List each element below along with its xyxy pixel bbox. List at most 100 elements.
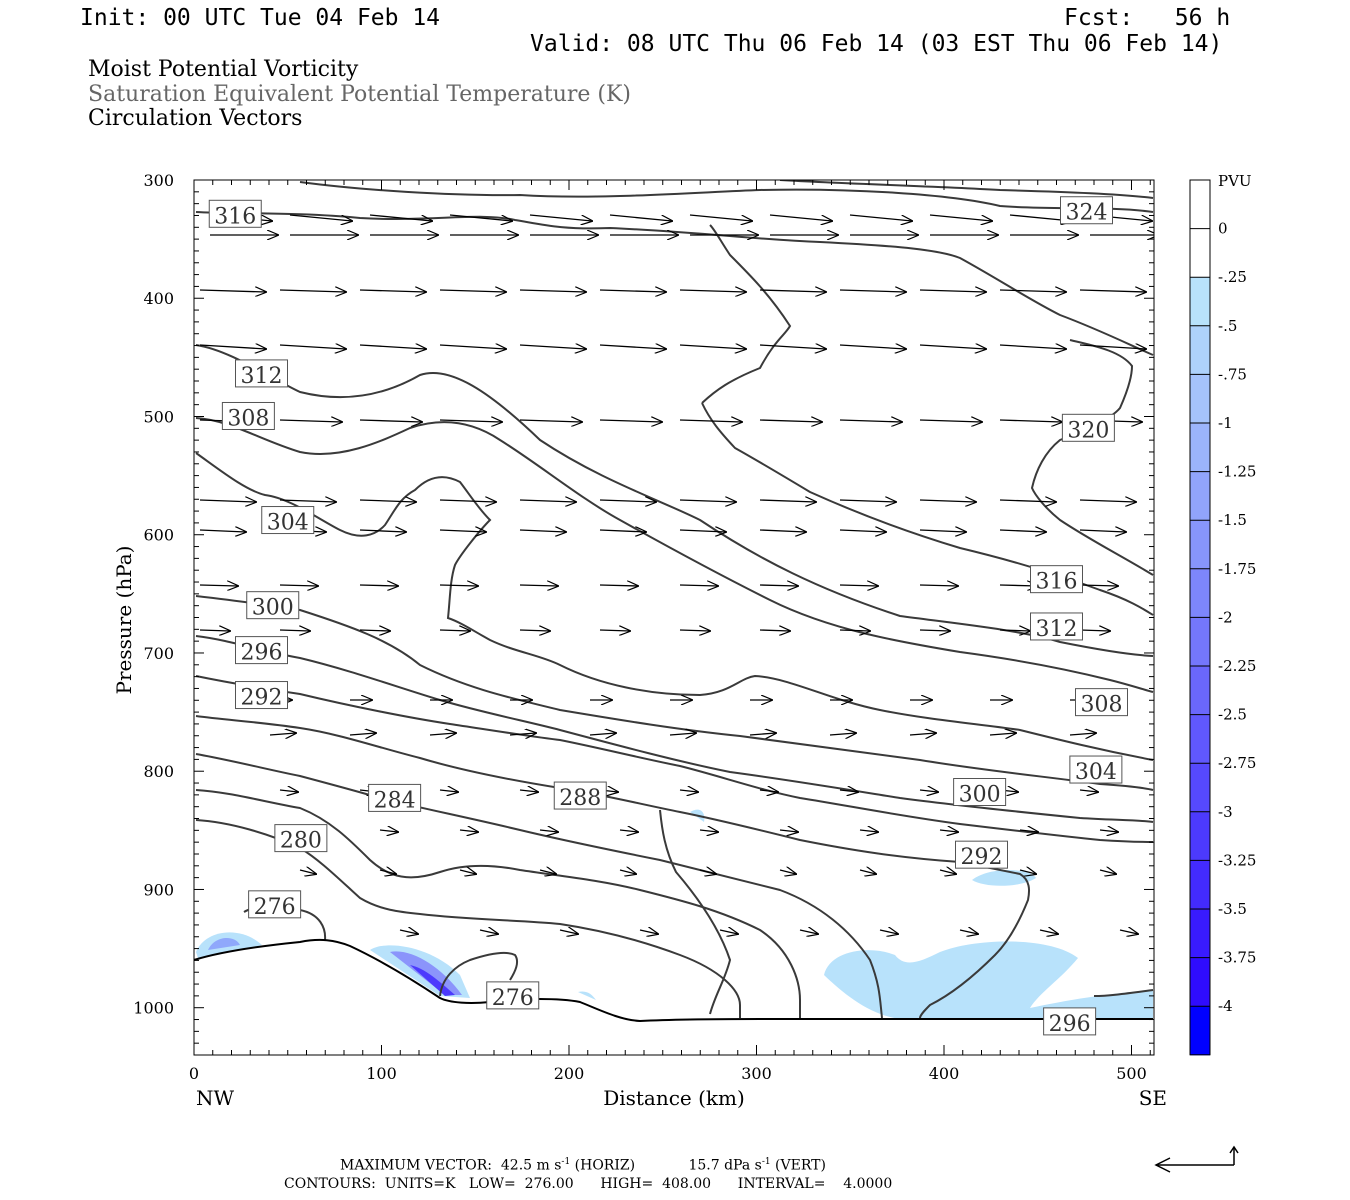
y-tick-label: 300: [143, 171, 174, 190]
svg-text:304: 304: [1075, 760, 1117, 785]
colorbar-swatch: [1190, 180, 1210, 230]
circulation-vector: [919, 585, 958, 586]
axis-ticks: [193, 179, 1154, 1055]
circulation-vector: [839, 790, 858, 792]
circulation-vector: [759, 630, 790, 631]
circulation-vector: [1099, 830, 1118, 832]
contour-line: [195, 452, 1154, 761]
x-tick-label: 200: [554, 1064, 585, 1083]
plot-frame: [193, 179, 1155, 1056]
circulation-vector: [679, 420, 742, 422]
contour-line: [779, 180, 1154, 199]
theta-es-contours: [195, 180, 1154, 1019]
circulation-vector: [459, 870, 476, 874]
circulation-vector: [999, 500, 1056, 502]
circulation-vector: [359, 345, 426, 349]
circulation-vector: [1079, 530, 1126, 532]
circulation-vector: [279, 420, 342, 422]
circulation-vector: [759, 500, 816, 502]
colorbar-level-label: -.5: [1218, 317, 1237, 335]
colorbar-swatch: [1190, 666, 1210, 716]
circulation-vector: [779, 870, 796, 874]
x-tick-label: 300: [741, 1064, 772, 1083]
circulation-vector: [279, 500, 336, 502]
circulation-vector: [959, 930, 978, 934]
circulation-vector: [999, 630, 1030, 631]
circulation-vector: [679, 630, 710, 631]
x-tick-label: 500: [1116, 1064, 1147, 1083]
circulation-vector: [399, 930, 418, 934]
circulation-vector: [759, 420, 822, 422]
circulation-vector: [679, 790, 698, 792]
colorbar-level-label: -1.25: [1218, 463, 1256, 481]
circulation-vector: [1019, 870, 1036, 874]
circulation-vector: [919, 290, 986, 292]
contour-label: 300: [953, 778, 1007, 808]
contour-line: [195, 344, 1154, 657]
max-vector-note: MAXIMUM VECTOR: 42.5 m s-1 (HORIZ) 15.7 …: [340, 1157, 826, 1174]
circulation-vector: [1099, 870, 1116, 874]
circulation-vector: [919, 420, 982, 422]
contour-line: [195, 417, 1154, 693]
circulation-vector: [439, 790, 458, 792]
mpv-shading: [196, 809, 1153, 1019]
circulation-vector: [919, 345, 986, 349]
y-tick-label: 1000: [133, 999, 174, 1018]
circulation-vector: [279, 790, 298, 792]
circulation-vector: [999, 290, 1066, 292]
svg-text:276: 276: [492, 986, 534, 1011]
circulation-vector: [369, 214, 432, 221]
circulation-vector: [999, 345, 1066, 349]
circulation-vector: [1079, 290, 1146, 292]
circulation-vector: [199, 630, 230, 631]
circulation-vector: [439, 290, 506, 292]
circulation-vector: [449, 214, 512, 221]
valid-time: Valid: 08 UTC Thu 06 Feb 14 (03 EST Thu …: [530, 31, 1223, 57]
circulation-vector: [759, 530, 806, 532]
contour-line: [1093, 989, 1154, 997]
circulation-vector: [439, 345, 506, 349]
circulation-vector: [1069, 733, 1096, 735]
contour-info: CONTOURS: UNITS=K LOW= 276.00 HIGH= 408.…: [284, 1176, 893, 1192]
circulation-vector: [759, 585, 798, 586]
svg-text:300: 300: [252, 596, 294, 621]
circulation-vector: [609, 214, 672, 221]
circulation-vector: [1079, 790, 1098, 792]
circulation-vector: [1079, 500, 1136, 502]
contour-label: 300: [246, 591, 300, 621]
circulation-vector: [199, 530, 246, 532]
contour-label: 312: [235, 359, 288, 389]
init-time: Init: 00 UTC Tue 04 Feb 14: [80, 5, 441, 31]
circulation-vector: [279, 585, 318, 586]
circulation-vector: [839, 290, 906, 292]
circulation-vector: [519, 585, 558, 586]
circulation-vector: [519, 530, 566, 532]
circulation-vector: [1079, 630, 1110, 631]
circulation-vector: [1039, 930, 1058, 934]
y-tick-label: 900: [143, 880, 174, 899]
circulation-vector: [509, 733, 536, 735]
colorbar-level-label: -.75: [1218, 365, 1247, 383]
contour-label: 320: [1061, 413, 1115, 443]
svg-text:288: 288: [559, 786, 601, 811]
circulation-vector: [289, 214, 352, 221]
contour-label: 316: [1030, 565, 1083, 595]
colorbar-swatch: [1190, 714, 1210, 764]
colorbar-swatch: [1190, 471, 1210, 521]
circulation-vector: [799, 930, 818, 934]
circulation-vector: [359, 500, 416, 502]
circulation-vector: [1079, 345, 1146, 349]
circulation-vector: [519, 790, 538, 792]
circulation-vector: [619, 830, 638, 832]
contour-line: [1030, 339, 1154, 576]
circulation-vector: [699, 870, 716, 874]
contour-label: 292: [235, 681, 288, 711]
circulation-vector: [679, 500, 736, 502]
circulation-vector: [519, 500, 576, 502]
circulation-vector: [919, 500, 976, 502]
circulation-vector: [759, 290, 826, 292]
circulation-vector: [859, 830, 878, 832]
y-axis-label: Pressure (hPa): [112, 546, 136, 695]
circulation-vector: [1079, 585, 1118, 586]
